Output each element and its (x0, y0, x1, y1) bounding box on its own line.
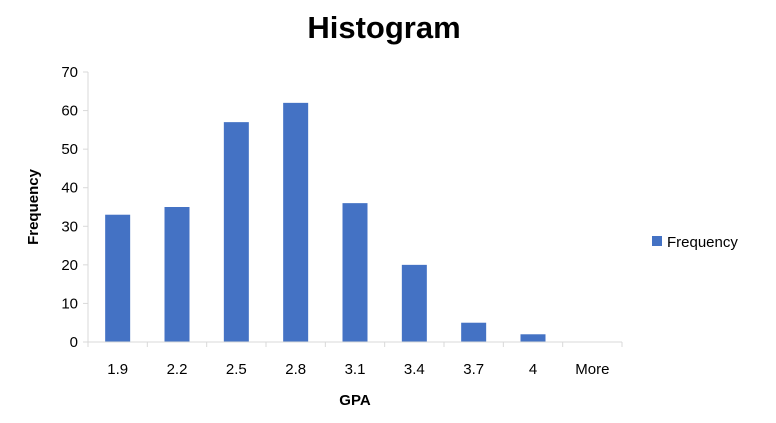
bar-2-5 (223, 122, 249, 343)
x-tick-label: 4 (529, 361, 537, 378)
chart-title: Histogram (307, 10, 460, 45)
x-tick-label: 2.2 (167, 361, 188, 378)
legend-swatch (652, 236, 662, 246)
y-tick-label: 50 (61, 141, 78, 158)
bar-2-8 (283, 102, 309, 342)
bar-3-7 (461, 322, 487, 342)
y-axis-ticks: 0 10 20 30 40 50 60 70 (61, 64, 88, 351)
y-tick-label: 30 (61, 218, 78, 235)
bar-4 (520, 334, 546, 342)
y-tick-label: 20 (61, 257, 78, 274)
bar-3-4 (401, 264, 427, 342)
x-tick-label: 2.5 (226, 361, 247, 378)
legend-label: Frequency (667, 234, 738, 251)
y-tick-label: 0 (70, 334, 78, 351)
bar-3-1 (342, 203, 368, 342)
x-tick-label: 3.1 (345, 361, 366, 378)
y-tick-label: 10 (61, 295, 78, 312)
x-axis-label: GPA (339, 392, 371, 409)
y-tick-label: 70 (61, 64, 78, 81)
bars (105, 102, 546, 343)
x-tick-label: 1.9 (107, 361, 128, 378)
x-tick-label: 3.4 (404, 361, 425, 378)
x-tick-label: More (575, 361, 609, 378)
x-tick-label: 2.8 (285, 361, 306, 378)
y-tick-label: 60 (61, 103, 78, 120)
bar-1-9 (105, 214, 131, 342)
x-axis-ticks: 1.9 2.2 2.5 2.8 3.1 3.4 3.7 4 More (87, 342, 623, 378)
y-tick-label: 40 (61, 180, 78, 197)
bar-2-2 (164, 207, 190, 342)
y-axis-label: Frequency (25, 168, 42, 245)
x-tick-label: 3.7 (463, 361, 484, 378)
legend: Frequency (652, 234, 738, 251)
